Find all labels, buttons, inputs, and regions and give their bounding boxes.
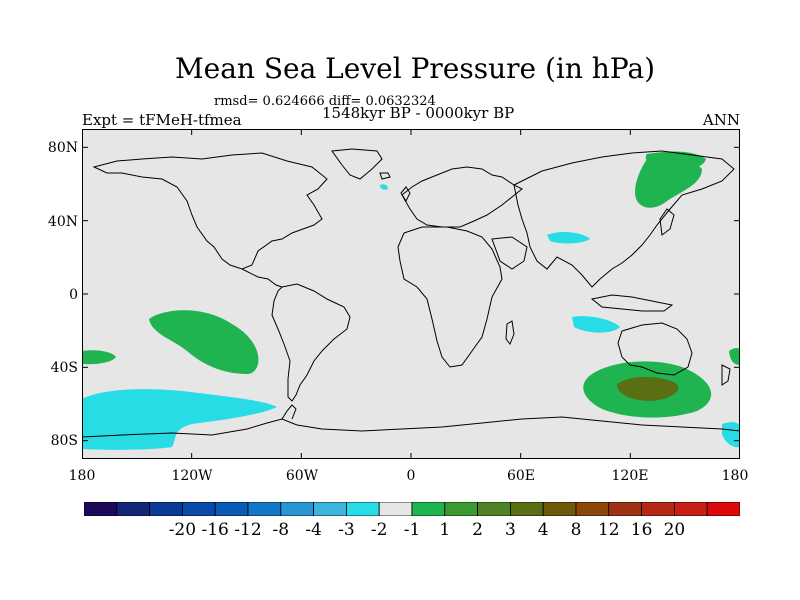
coast-new-zealand <box>721 364 731 386</box>
coast-north-america <box>92 152 328 270</box>
lat-label-40n: 40N <box>47 214 78 230</box>
colorbar-label: 3 <box>504 520 516 540</box>
colorbar-swatch <box>313 502 347 516</box>
lon-label-60e: 60E <box>506 468 536 484</box>
lat-label-0: 0 <box>69 287 78 303</box>
colorbar-swatch <box>247 502 282 516</box>
coast-south-america <box>271 283 351 402</box>
season-label: ANN <box>702 111 740 129</box>
map-frame <box>82 129 740 459</box>
lon-label-180w: 180 <box>68 468 96 484</box>
colorbar-label: 8 <box>570 520 582 540</box>
anomaly-southeast-pacific <box>149 310 259 374</box>
colorbar-label: -3 <box>338 520 355 540</box>
anomaly-indian-ocean <box>572 316 620 333</box>
anomaly-north-atlantic <box>380 184 388 190</box>
map-svg <box>82 129 740 459</box>
time-period: 1548kyr BP - 0000kyr BP <box>322 104 515 122</box>
colorbar-swatch <box>706 502 740 516</box>
colorbar-swatch <box>182 502 216 516</box>
coast-iceland <box>379 172 391 180</box>
coast-central-america <box>241 268 283 288</box>
colorbar-label: -16 <box>201 520 229 540</box>
coast-indonesia <box>590 294 674 312</box>
colorbar-swatch <box>542 502 577 516</box>
colorbar-label: 1 <box>439 520 451 540</box>
colorbar-label: -1 <box>403 520 421 540</box>
colorbar-label: -20 <box>168 520 197 540</box>
lat-label-40s: 40S <box>50 360 78 376</box>
colorbar-label: 12 <box>597 520 620 540</box>
colorbar-label: 4 <box>537 520 549 540</box>
colorbar-swatch <box>214 502 249 516</box>
lon-label-120e: 120E <box>611 468 649 484</box>
lon-label-180e: 180 <box>721 468 749 484</box>
colorbar-label: -12 <box>234 520 262 540</box>
colorbar-swatch <box>345 502 380 516</box>
colorbar-swatch <box>116 502 150 516</box>
colorbar-swatch <box>84 502 118 516</box>
experiment-label: Expt = tFMeH-tfmea <box>82 111 242 129</box>
rmsd-diff-stats: rmsd= 0.624666 diff= 0.0632324 <box>214 94 436 109</box>
anomaly-caspian <box>547 232 590 244</box>
lon-label-120w: 120W <box>171 468 213 484</box>
colorbar-swatch <box>378 502 413 516</box>
coast-uk <box>400 186 411 203</box>
anomaly-east-edge <box>729 348 740 365</box>
coast-arabia <box>491 236 528 270</box>
colorbar-label: -4 <box>305 520 322 540</box>
colorbar-svg <box>84 502 740 516</box>
colorbar-swatch <box>149 502 183 516</box>
colorbar-swatch <box>280 502 315 516</box>
lon-label-0: 0 <box>406 468 416 484</box>
lon-label-60w: 60W <box>285 468 319 484</box>
colorbar-label: 20 <box>663 520 686 540</box>
map-title: Mean Sea Level Pressure (in hPa) <box>174 52 656 85</box>
anomaly-arctic-siberia <box>645 151 706 169</box>
coast-greenland <box>331 148 383 180</box>
lat-label-80s: 80S <box>50 433 78 449</box>
coastline-layer <box>82 148 740 438</box>
colorbar-label: -2 <box>370 520 388 540</box>
colorbar-swatch <box>477 502 511 516</box>
coast-europe <box>401 166 523 228</box>
colorbar-swatch <box>509 502 544 516</box>
colorbar-swatch <box>674 502 708 516</box>
lat-label-80n: 80N <box>47 140 78 156</box>
colorbar-label: 2 <box>472 520 483 540</box>
colorbar-label: -8 <box>272 520 290 540</box>
colorbar-swatch <box>641 502 675 516</box>
colorbar-swatch <box>608 502 642 516</box>
coast-antarctic-peninsula <box>281 404 297 420</box>
colorbar-swatch <box>411 502 446 516</box>
anomaly-west-edge <box>82 350 116 365</box>
colorbar-swatch <box>575 502 610 516</box>
coast-australia <box>617 322 693 376</box>
coast-madagascar <box>505 320 515 345</box>
colorbar-label: 16 <box>630 520 653 540</box>
colorbar <box>84 502 740 516</box>
coast-japan <box>659 208 675 236</box>
map-panel <box>82 129 740 459</box>
coast-africa <box>397 226 503 368</box>
colorbar-swatch <box>444 502 478 516</box>
coast-antarctica <box>82 416 740 438</box>
coast-asia <box>513 150 735 288</box>
anomaly-southern-ocean-core <box>617 376 679 401</box>
